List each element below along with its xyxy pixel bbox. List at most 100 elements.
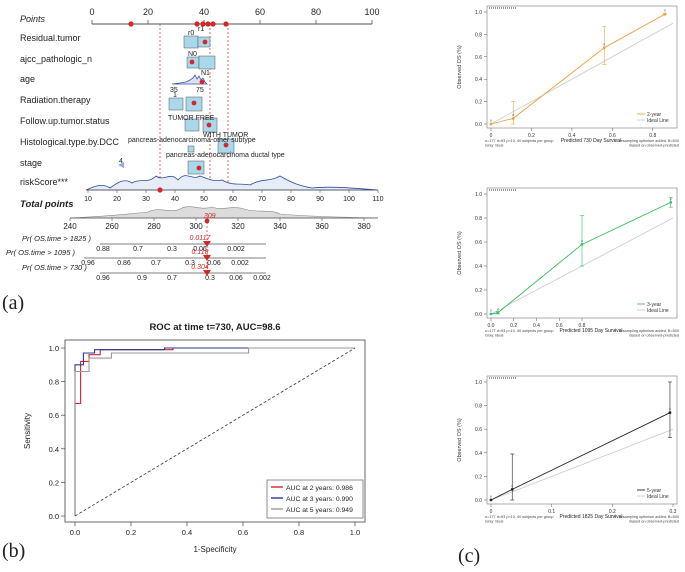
- row-label-stage: stage: [20, 158, 42, 168]
- calibration-y-tick-label: 0.6: [475, 427, 482, 433]
- roc-y-axis-label: Sensitivity: [23, 413, 32, 449]
- panel-label-a: (a): [2, 292, 25, 314]
- calibration-x-marker: ×: [490, 118, 493, 123]
- roc-legend-label: AUC at 3 years: 0.990: [286, 496, 353, 503]
- roc-x-tick-label: 0.8: [294, 528, 304, 537]
- probability-value: 0.118: [192, 249, 209, 256]
- calibration-point: [668, 411, 672, 415]
- points-axis-ticks: 0 20 40 60 80 100: [89, 7, 380, 24]
- calibration-y-axis-label: Observed OS (%): [457, 231, 463, 275]
- riskscore-tick-label: 20: [113, 196, 121, 203]
- probability-tick-label: 0.06: [229, 275, 243, 282]
- calibration-legend-label: Ideal Line: [647, 494, 669, 500]
- points-marker: [200, 21, 206, 27]
- calibration-y-tick-label: 1.0: [475, 10, 482, 16]
- probability-tick-label: 0.9: [137, 275, 147, 282]
- calibration-frame: [486, 375, 678, 505]
- calibration-point: [602, 46, 606, 50]
- points-marker: [205, 21, 211, 27]
- riskscore-tick-label: 100: [343, 196, 355, 203]
- ajcc-level-n1: N1: [201, 70, 210, 77]
- calibration-x-tick-label: 0.6: [556, 323, 563, 329]
- points-marker: [223, 21, 229, 27]
- calibration-x-tick-label: 0.2: [609, 509, 616, 515]
- probability-tick-label: 0.002: [227, 246, 245, 253]
- probability-tick-label: 0.7: [133, 246, 143, 253]
- calibration-y-tick-label: 0.6: [475, 55, 482, 61]
- probability-row-label: Pr( OS.time > 1825 ): [22, 234, 91, 243]
- calibration-legend-label: 5-year: [647, 488, 662, 494]
- calibration-x-tick-label: 0: [490, 509, 493, 515]
- roc-curve-3: [74, 347, 355, 516]
- points-axis-label: Points: [20, 14, 46, 24]
- radiation-level-1: 1: [173, 92, 177, 99]
- probability-pointer: [203, 241, 211, 247]
- calibration-y-tick-label: 0.4: [475, 451, 482, 457]
- points-tick-label: 40: [199, 7, 209, 17]
- calibration-y-tick-label: 0.8: [475, 216, 482, 222]
- calibration-x-axis-label: Predicted 730 Day Survival: [561, 138, 621, 144]
- calibration-legend-label: Ideal Line: [647, 118, 669, 124]
- calibration-footer-left: n=177 d=93 p=10, 40 subjects per group: [485, 515, 554, 519]
- calibration-legend-label: 3-year: [647, 302, 662, 308]
- calibration-y-tick-label: 0.2: [475, 100, 482, 106]
- total-tick-label: 320: [231, 222, 245, 231]
- calibration-x-tick-label: 0.8: [649, 133, 656, 139]
- calibration-point: [511, 117, 515, 120]
- calibration-y-axis-label: Observed OS (%): [457, 45, 463, 89]
- panel-label-c: (c): [458, 545, 481, 567]
- calibration-point: [580, 243, 584, 246]
- histo-level-ductal: pancreas-adenocarcinoma ductal type: [166, 152, 285, 159]
- roc-x-tick-label: 0.2: [126, 528, 136, 537]
- calibration-y-axis-label: Observed OS (%): [457, 418, 463, 462]
- probability-tick-label: 0.96: [81, 260, 95, 267]
- calibration-x-marker: ×: [581, 238, 584, 243]
- row-label-ajcc-n: ajcc_pathologic_n: [20, 54, 92, 64]
- calibration-x-marker: ×: [664, 8, 667, 13]
- points-marker: [194, 21, 200, 27]
- roc-x-axis-label: 1-Specificity: [193, 545, 236, 554]
- riskscore-tick-label: 30: [142, 196, 150, 203]
- calibration-y-tick-label: 0.0: [475, 122, 482, 128]
- calibration-footer-left: Gray: ideal: [485, 144, 504, 148]
- calibration-footer-left: Gray: ideal: [485, 334, 504, 338]
- calibration-x-marker: ×: [490, 308, 493, 313]
- calibration-point: [489, 498, 493, 502]
- total-tick-label: 300: [189, 222, 203, 231]
- probability-pointer: [203, 270, 211, 276]
- total-pointer: [204, 218, 210, 224]
- total-tick-label: 340: [273, 222, 287, 231]
- row-label-riskscore: riskScore***: [20, 177, 69, 187]
- total-points-ticks: 240 260 280 300 320 340 360 380: [63, 218, 371, 231]
- calibration-x-tick-label: 0.4: [568, 133, 575, 139]
- roc-legend-label: AUC at 5 years: 0.949: [286, 507, 353, 514]
- panel-label-b: (b): [2, 540, 26, 562]
- calibration-y-tick-label: 0.4: [475, 264, 482, 270]
- total-points-label: Total points: [20, 199, 73, 210]
- ajcc-level-n0: N0: [188, 51, 197, 58]
- residual-box-r0: [183, 35, 199, 49]
- points-marker: [128, 21, 134, 27]
- roc-y-tick-label: 0.4: [49, 445, 59, 454]
- calibration-x-marker: ×: [669, 196, 672, 201]
- calibration-footer-right: X - resampling optimism added, B=500: [613, 139, 679, 143]
- calibration-legend-label: Ideal Line: [647, 308, 669, 314]
- calibration-footer-left: Gray: ideal: [485, 520, 504, 524]
- age-point: [199, 79, 205, 85]
- age-density: [171, 74, 208, 85]
- calibration-point: [663, 12, 667, 16]
- points-tick-label: 100: [364, 7, 379, 17]
- calibration-x-tick-label: 0.0: [488, 323, 495, 329]
- calibration-y-tick-label: 0.0: [475, 498, 482, 504]
- row-label-residual-tumor: Residual.tumor: [20, 33, 81, 43]
- probability-value: 0.0117: [190, 235, 212, 242]
- calibration-x-tick-label: 0.2: [510, 323, 517, 329]
- residual-level-r1: r1: [198, 26, 204, 33]
- roc-curve-2: [74, 347, 355, 516]
- roc-x-tick-label: 0.6: [238, 528, 248, 537]
- probability-tick-label: 0.86: [117, 260, 131, 267]
- stage-level-4: 4: [119, 158, 123, 165]
- calibration-x-axis-label: Predicted 1095 Day Survival: [559, 328, 622, 334]
- probability-tick-label: 0.3: [185, 260, 195, 267]
- calibration-x-tick-label: 0.6: [609, 133, 616, 139]
